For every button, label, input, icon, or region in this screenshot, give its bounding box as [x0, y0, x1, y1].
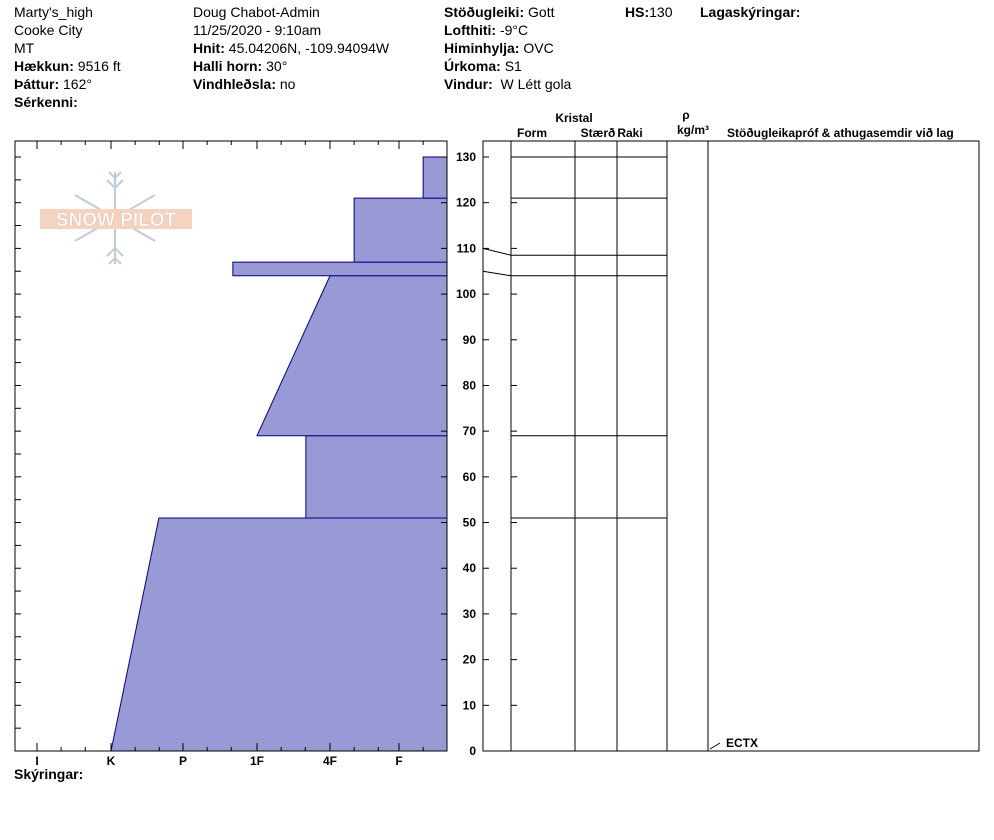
sky-field: Himinhylja: OVC — [444, 40, 554, 56]
site-name: Marty's_high — [14, 4, 93, 20]
aspect-value: 162° — [63, 76, 92, 92]
x-tick-label: F — [395, 754, 402, 768]
x-tick-label: I — [35, 754, 38, 768]
slope-label: Halli horn: — [193, 58, 263, 74]
hs-field: HS:130 — [625, 4, 672, 20]
y-tick-label: 130 — [456, 150, 476, 164]
observer-name: Doug Chabot-Admin — [193, 4, 320, 20]
hs-label: HS: — [625, 4, 650, 20]
x-tick-label: 4F — [323, 754, 337, 768]
layer-notes-label: Lagaskýringar: — [700, 4, 801, 20]
coords-value: 45.04206N, -109.94094W — [228, 40, 390, 56]
snowpilot-logo-icon: SNOW PILOT — [40, 171, 192, 265]
logo-text: SNOW PILOT — [56, 210, 177, 231]
precip-label: Úrkoma: — [444, 58, 501, 74]
site-area: Cooke City — [14, 22, 83, 38]
wind-label: Vindur: — [444, 76, 493, 92]
layer-connector-line — [482, 270, 512, 277]
notes-field: Sérkenni: — [14, 94, 78, 110]
y-tick-label: 50 — [463, 516, 477, 530]
test-result-label: ECTX — [726, 736, 758, 750]
tests-header: Stöðugleikapróf & athugasemdir við lag — [727, 126, 954, 140]
elevation-label: Hækkun: — [14, 58, 74, 74]
aspect-label: Þáttur: — [14, 76, 60, 92]
layer-connector-line — [482, 247, 512, 256]
elevation-field: Hækkun: 9516 ft — [14, 58, 121, 74]
air-temp-value: -9°C — [499, 22, 529, 38]
layer-table-frame — [482, 140, 980, 752]
hardness-layer-0 — [110, 517, 448, 752]
y-tick-label: 110 — [457, 241, 477, 255]
hardness-layer-5 — [422, 156, 448, 199]
x-tick-label: 1F — [250, 754, 264, 768]
wind-loading-label: Vindhleðsla: — [193, 76, 276, 92]
layer-table — [482, 140, 980, 752]
stability-value: Gott — [528, 4, 555, 20]
layer-notes-field: Lagaskýringar: — [700, 4, 800, 20]
stability-field: Stöðugleiki: Gott — [444, 4, 554, 20]
notes-label: Sérkenni: — [14, 94, 78, 110]
slope-value: 30° — [266, 58, 288, 74]
y-tick-label: 80 — [463, 378, 477, 392]
x-tick-label: K — [107, 754, 116, 768]
hardness-plot — [110, 156, 448, 752]
wind-field: Vindur: W Létt gola — [444, 76, 571, 92]
sky-label: Himinhylja: — [444, 40, 520, 56]
hardness-layer-4 — [353, 197, 448, 263]
observation-datetime: 11/25/2020 - 9:10am — [193, 22, 322, 38]
hardness-layer-3 — [232, 261, 448, 277]
footer-notes-label: Skýringar: — [14, 766, 84, 782]
y-tick-label: 120 — [456, 196, 476, 210]
y-tick-label: 70 — [463, 424, 477, 438]
footer-notes: Skýringar: — [14, 766, 83, 782]
density-unit: kg/m³ — [677, 123, 709, 137]
air-temp-field: Lofthiti: -9°C — [444, 22, 528, 38]
y-tick-label: 60 — [463, 470, 477, 484]
y-tick-label: 10 — [463, 698, 477, 712]
form-header: Form — [517, 126, 547, 140]
wind-loading-field: Vindhleðsla: no — [193, 76, 295, 92]
density-symbol: ρ — [682, 108, 689, 122]
site-state: MT — [14, 40, 35, 56]
moisture-header: Raki — [617, 126, 642, 140]
sky-value: OVC — [523, 40, 554, 56]
stability-label: Stöðugleiki: — [444, 4, 525, 20]
wind-loading-value: no — [279, 76, 296, 92]
hs-value: 130 — [649, 4, 673, 20]
y-tick-label: 30 — [463, 607, 477, 621]
elevation-value: 9516 ft — [77, 58, 121, 74]
coords-label: Hnit: — [193, 40, 225, 56]
test-pointer-line — [709, 742, 721, 750]
y-tick-label: 20 — [463, 653, 477, 667]
x-tick-label: P — [179, 754, 187, 768]
hardness-layer-1 — [305, 435, 448, 519]
y-tick-label: 100 — [456, 287, 476, 301]
air-temp-label: Lofthiti: — [444, 22, 497, 38]
wind-value: W Létt gola — [500, 76, 572, 92]
precip-field: Úrkoma: S1 — [444, 58, 522, 74]
hardness-layer-2 — [256, 275, 448, 437]
coords-field: Hnit: 45.04206N, -109.94094W — [193, 40, 389, 56]
y-tick-label: 90 — [463, 333, 477, 347]
crystal-header: Kristal — [555, 111, 592, 125]
precip-value: S1 — [504, 58, 522, 74]
y-tick-label: 40 — [463, 561, 477, 575]
size-header: Stærð — [581, 126, 616, 140]
slope-field: Halli horn: 30° — [193, 58, 287, 74]
y-tick-label: 0 — [469, 744, 476, 758]
aspect-field: Þáttur: 162° — [14, 76, 92, 92]
